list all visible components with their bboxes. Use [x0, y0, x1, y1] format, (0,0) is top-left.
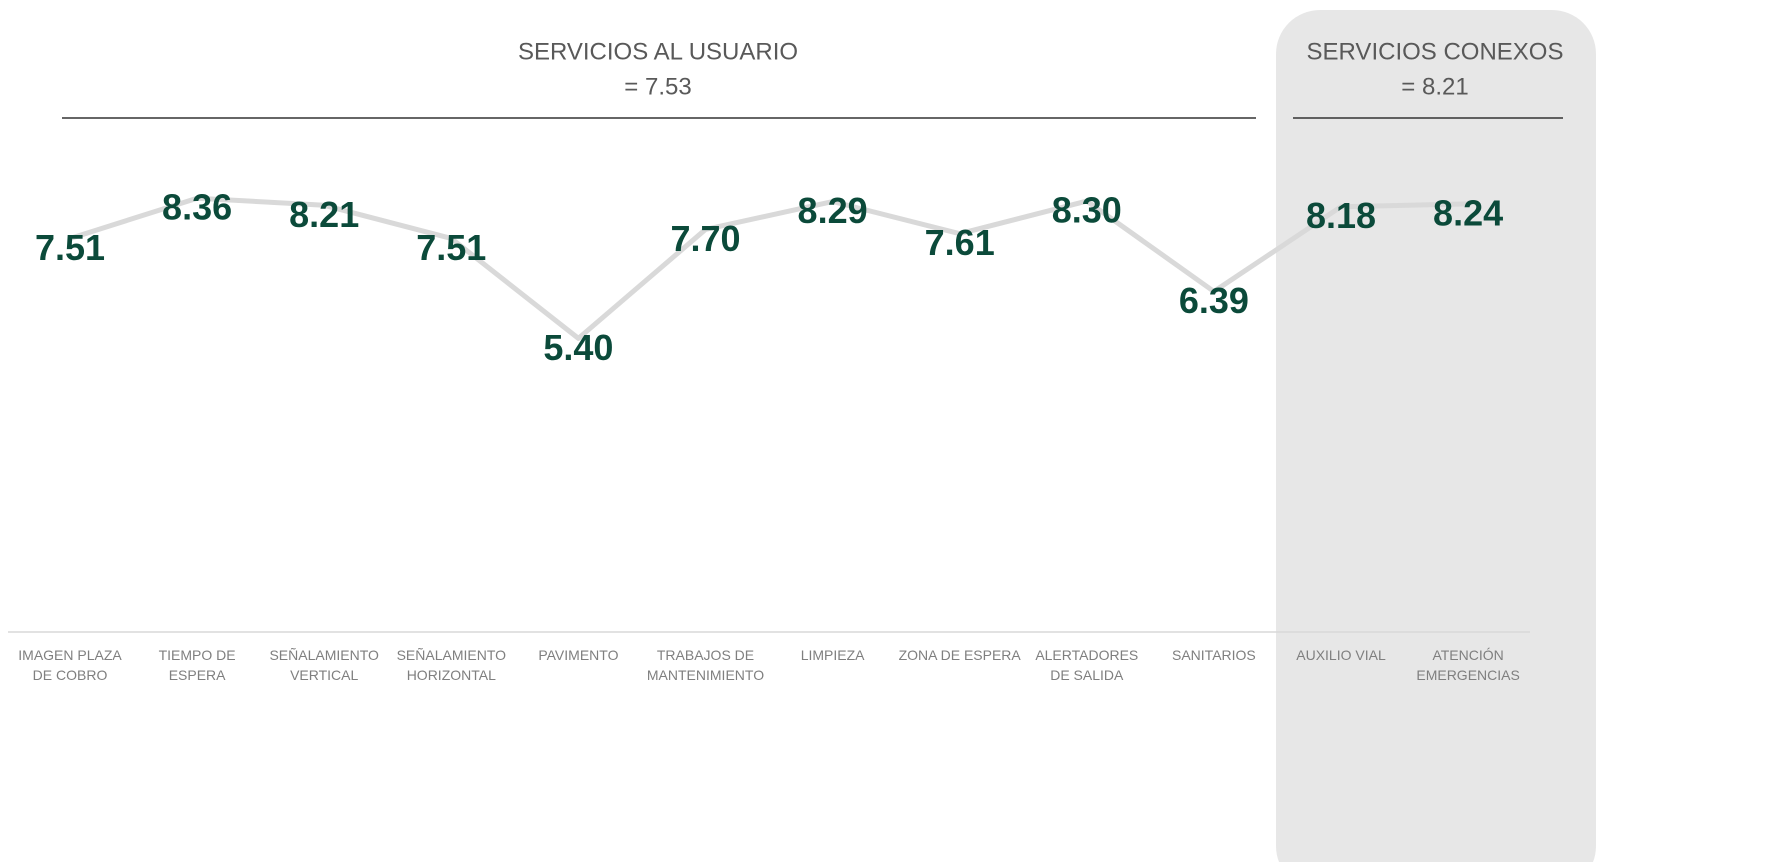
x-tick-label: LIMPIEZA: [800, 647, 865, 663]
x-tick-label: TRABAJOS DE MANTENIMIENTO: [646, 647, 765, 683]
x-tick-label: SEÑALAMIENTO HORIZONTAL: [396, 647, 507, 683]
x-tick-label: ATENCIÓN EMERGENCIAS: [1416, 647, 1520, 683]
data-label: 5.40: [543, 327, 613, 368]
group-subtitle: = 7.53: [624, 73, 691, 100]
data-label: 8.21: [289, 194, 359, 235]
group-shade: [1276, 10, 1596, 862]
data-label: 8.29: [798, 190, 868, 231]
x-tick-label: SEÑALAMIENTO VERTICAL: [269, 647, 379, 683]
x-tick-label: IMAGEN PLAZA DE COBRO: [18, 647, 122, 683]
data-label: 8.30: [1052, 190, 1122, 231]
x-tick-label: TIEMPO DE ESPERA: [158, 647, 236, 683]
data-label: 8.36: [162, 187, 232, 228]
data-label: 8.18: [1306, 195, 1376, 236]
line: [69, 195, 1469, 341]
data-label: 7.51: [416, 227, 486, 268]
data-label: 8.24: [1433, 192, 1503, 233]
group-subtitle: = 8.21: [1401, 73, 1468, 100]
data-label: 7.61: [925, 222, 995, 263]
data-label: 7.70: [670, 218, 740, 259]
x-tick-label: PAVIMENTO: [538, 647, 619, 663]
data-label: 7.51: [35, 227, 105, 268]
x-tick-label: AUXILIO VIAL: [1296, 647, 1386, 663]
group-title: SERVICIOS AL USUARIO: [518, 38, 798, 65]
group-title: SERVICIOS CONEXOS: [1307, 38, 1564, 65]
x-tick-label: ALERTADORES DE SALIDA: [1035, 647, 1139, 683]
x-tick-label: SANITARIOS: [1172, 647, 1256, 663]
x-tick-label: ZONA DE ESPERA: [898, 647, 1021, 663]
data-label: 6.39: [1179, 280, 1249, 321]
